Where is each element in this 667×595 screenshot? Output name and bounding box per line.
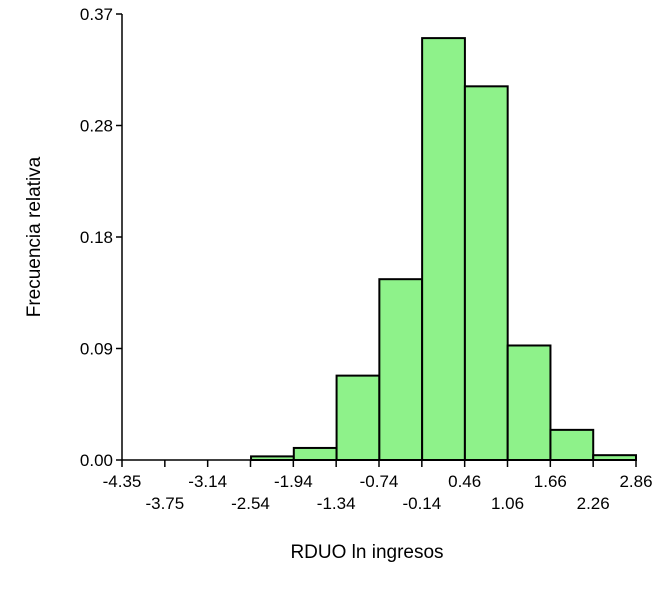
histogram-bar	[506, 344, 552, 461]
x-axis-title: RDUO ln ingresos	[290, 542, 443, 563]
histogram-bar	[463, 85, 509, 462]
x-tick-label: -2.54	[231, 494, 270, 513]
x-ticks-group: -4.35 -3.14 -1.94 -0.74 0.46 1.66 2.86 -3.75 -2.…	[103, 460, 653, 513]
x-tick-label: 1.06	[491, 494, 524, 513]
x-tick-label: -4.35	[103, 472, 142, 491]
histogram-bar	[292, 446, 338, 462]
x-tick-label: 1.66	[534, 472, 567, 491]
x-tick-label: 2.26	[577, 494, 610, 513]
y-tick-label: 0.00	[80, 451, 113, 470]
bars-group	[250, 37, 637, 462]
y-tick-label: 0.37	[80, 5, 113, 24]
x-tick-label: -1.34	[317, 494, 356, 513]
histogram-bar	[421, 37, 466, 462]
y-axis-title: Frecuencia relativa	[24, 156, 45, 317]
y-tick-label: 0.18	[80, 228, 113, 247]
histogram-bar	[378, 278, 424, 461]
histogram-bar	[549, 428, 595, 462]
histogram-bar	[335, 374, 381, 461]
x-tick-label: -0.74	[360, 472, 399, 491]
y-ticks-group: 0.00 0.09 0.18 0.28 0.37	[80, 5, 122, 470]
x-tick-label: -3.14	[188, 472, 227, 491]
y-tick-label: 0.09	[80, 340, 113, 359]
x-tick-label: 2.86	[619, 472, 652, 491]
x-tick-label: 0.46	[448, 472, 481, 491]
x-tick-label: -3.75	[145, 494, 184, 513]
x-tick-label: -0.14	[402, 494, 441, 513]
x-tick-label: -1.94	[274, 472, 313, 491]
y-tick-label: 0.28	[80, 117, 113, 136]
